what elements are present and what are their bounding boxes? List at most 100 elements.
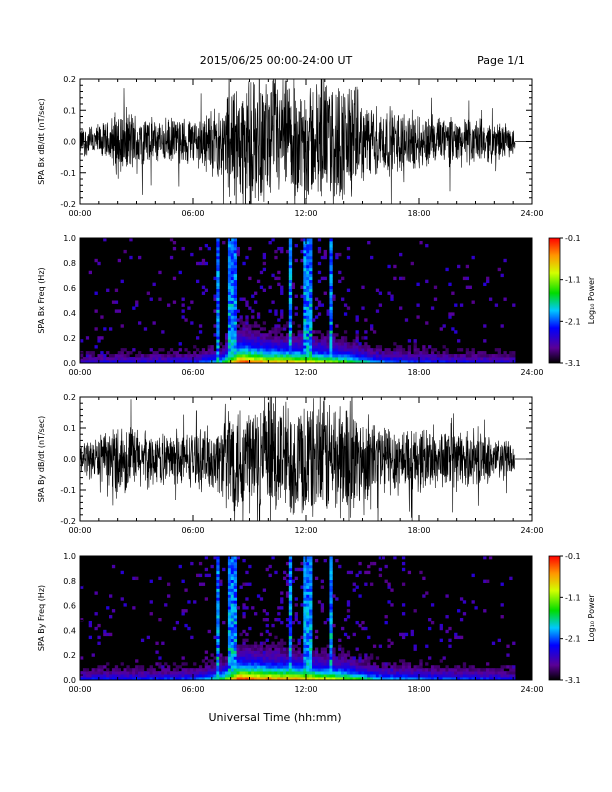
spectrogram-cell xyxy=(341,626,345,631)
spectrogram-cell xyxy=(181,315,185,319)
spectrogram-cell xyxy=(236,318,240,322)
spectrogram-cell xyxy=(216,618,220,622)
spectrogram-cell xyxy=(254,336,258,340)
spectrogram-cell xyxy=(138,321,142,325)
spectrogram-cell xyxy=(227,246,232,251)
spectrogram-cell xyxy=(314,339,319,343)
spectrogram-cell xyxy=(103,357,107,361)
spectrogram-cell xyxy=(448,644,452,648)
spectrogram-cell xyxy=(155,351,159,355)
spectrogram-cell xyxy=(233,261,238,266)
spectrogram-cell xyxy=(268,632,272,637)
spectrogram-cell xyxy=(457,339,461,343)
spectrogram-cell xyxy=(291,638,296,643)
spectrogram-cell xyxy=(227,585,232,589)
spectrogram-cell xyxy=(314,629,319,634)
spectrogram-cell xyxy=(265,677,269,681)
spectrogram-cell xyxy=(500,668,504,672)
spectrogram-cell xyxy=(306,606,310,610)
spectrogram-cell xyxy=(512,671,516,675)
spectrogram-cell xyxy=(146,674,151,678)
spectrogram-cell xyxy=(285,653,290,657)
spectrogram-cell xyxy=(367,659,371,663)
spectrogram-cell xyxy=(303,597,307,601)
spectrogram-cell xyxy=(227,641,232,645)
spectrogram-cell xyxy=(300,249,304,254)
spectrogram-cell xyxy=(259,357,264,361)
spectrogram-cell xyxy=(227,348,232,352)
spectrogram-cell xyxy=(393,357,397,361)
spectrogram-cell xyxy=(198,324,203,328)
spectrogram-cell xyxy=(288,348,293,352)
spectrogram-cell xyxy=(285,333,290,337)
spectrogram-cell xyxy=(216,321,220,325)
spectrogram-cell xyxy=(248,659,252,663)
spectrogram-cell xyxy=(227,312,232,316)
spectrogram-cell xyxy=(323,650,327,654)
spectrogram-cell xyxy=(352,360,356,364)
spectrogram-cell xyxy=(320,674,325,678)
spectrogram-cell xyxy=(91,360,95,364)
spectrogram-cell xyxy=(283,348,287,352)
spectrogram-cell xyxy=(483,360,487,364)
spectrogram-cell xyxy=(230,321,235,325)
spectrogram-cell xyxy=(401,357,406,361)
spectrogram-cell xyxy=(303,623,307,628)
spectrogram-cell xyxy=(419,354,423,358)
spectrogram-cell xyxy=(152,668,156,672)
spectrogram-cell xyxy=(239,357,243,361)
spectrogram-cell xyxy=(312,650,316,654)
spectrogram-cell xyxy=(230,342,235,346)
spectrogram-cell xyxy=(106,677,110,681)
spectrogram-cell xyxy=(288,600,293,604)
spectrogram-cell xyxy=(80,674,84,678)
spectrogram-cell xyxy=(280,336,284,340)
spectrogram-cell xyxy=(309,360,313,364)
spectrogram-cell xyxy=(306,623,310,628)
spectrogram-cell xyxy=(230,327,235,331)
spectrogram-cell xyxy=(198,261,203,266)
spectrogram-cell xyxy=(216,626,220,631)
spectrogram-cell xyxy=(216,339,220,343)
spectrogram-cell xyxy=(129,351,133,355)
spectrogram-cell xyxy=(167,357,171,361)
spectrogram-cell xyxy=(346,600,351,604)
spectrogram-cell xyxy=(320,609,325,613)
spectrogram-cell xyxy=(277,656,281,660)
spectrogram-cell xyxy=(175,665,180,669)
spectrogram-cell xyxy=(216,662,220,666)
spectrogram-cell xyxy=(303,238,307,242)
colorbar-tick-label: -1.1 xyxy=(565,593,581,602)
spectrogram-cell xyxy=(167,354,171,358)
spectrogram-cell xyxy=(332,662,336,666)
spectrogram-cell xyxy=(254,662,258,666)
spectrogram-cell xyxy=(230,662,235,666)
spectrogram-cell xyxy=(204,567,209,572)
spectrogram-cell xyxy=(442,324,446,328)
spectrogram-cell xyxy=(230,585,235,589)
spectrogram-cell xyxy=(256,656,261,660)
spectrogram-cell xyxy=(288,285,293,289)
spectrogram-cell xyxy=(227,333,232,337)
spectrogram-cell xyxy=(204,671,209,675)
spectrogram-cell xyxy=(294,668,298,672)
spectrogram-cell xyxy=(500,360,504,364)
spectrogram-cell xyxy=(399,354,403,358)
spectrogram-cell xyxy=(277,351,281,355)
spectrogram-cell xyxy=(297,650,301,654)
spectrogram-cell xyxy=(306,357,310,361)
spectrogram-cell xyxy=(349,570,354,575)
spectrogram-cell xyxy=(207,573,211,578)
spectrogram-cell xyxy=(419,665,423,669)
spectrogram-cell xyxy=(300,336,304,340)
spectrogram-cell xyxy=(303,626,307,631)
spectrogram-cell xyxy=(306,282,310,287)
spectrogram-cell xyxy=(143,671,148,675)
spectrogram-cell xyxy=(262,252,267,257)
spectrogram-cell xyxy=(396,351,400,355)
spectrogram-cell xyxy=(323,354,327,358)
spectrogram-cell xyxy=(346,668,351,672)
spectrogram-cell xyxy=(242,641,246,645)
spectrogram-cell xyxy=(256,674,261,678)
spectrogram-cell xyxy=(213,656,217,660)
